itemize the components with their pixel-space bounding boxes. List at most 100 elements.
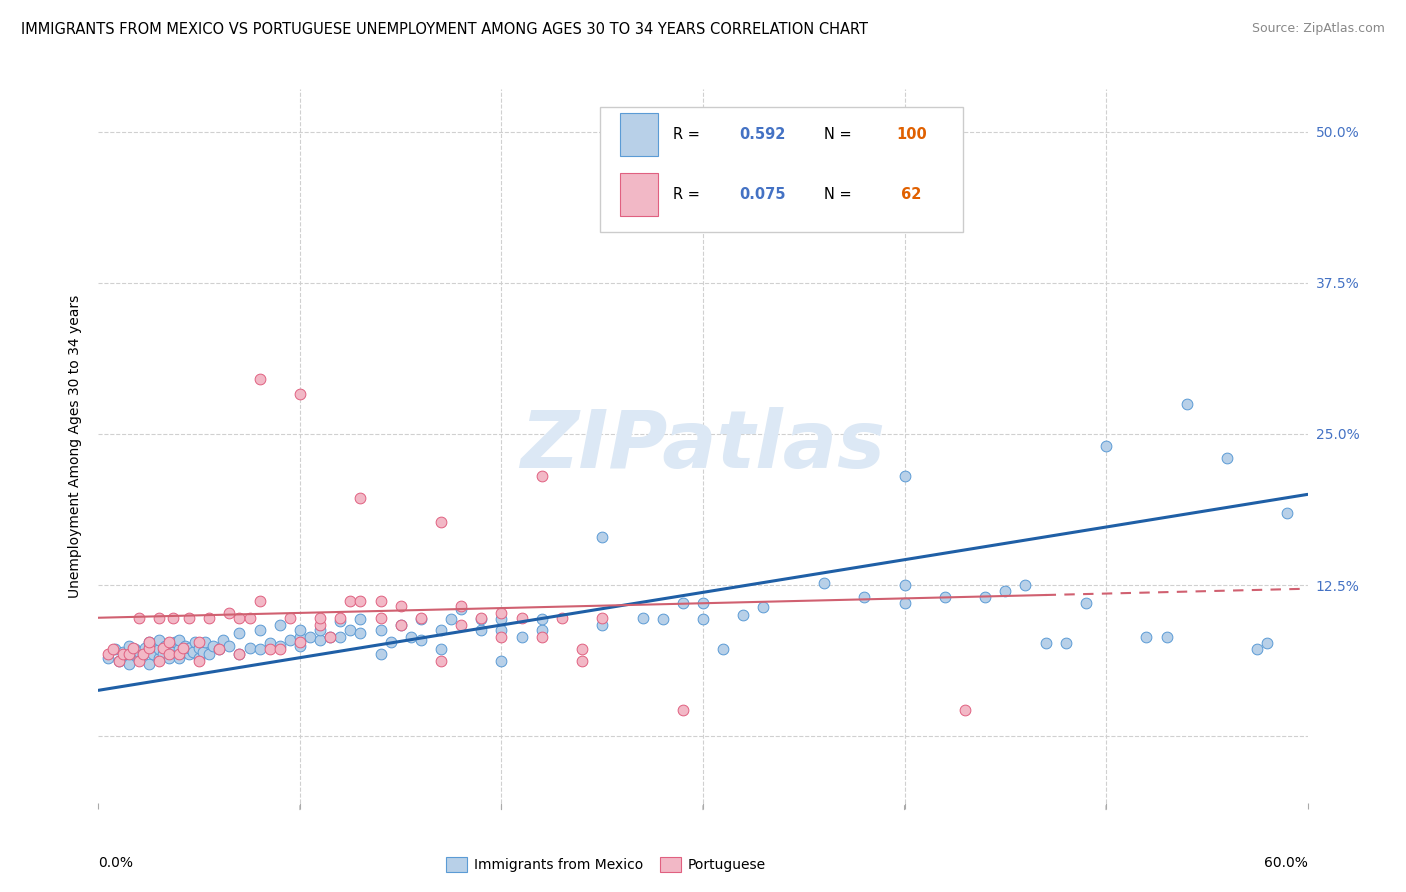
Point (430, 654, 453, 668)
Point (97, 647, 120, 661)
Point (103, 642, 125, 657)
Point (218, 639, 240, 653)
Text: 100: 100 (897, 127, 927, 142)
Point (249, 642, 271, 657)
Text: N =: N = (824, 127, 856, 142)
Point (711, 642, 734, 657)
FancyBboxPatch shape (620, 173, 658, 216)
Point (1095, 439, 1118, 453)
Point (111, 647, 134, 661)
Point (179, 611, 201, 625)
Point (319, 630, 342, 644)
Point (212, 632, 235, 647)
Point (370, 623, 392, 637)
Point (389, 599, 412, 613)
FancyBboxPatch shape (600, 107, 963, 232)
Point (157, 642, 180, 657)
Text: R =: R = (673, 127, 704, 142)
Point (118, 647, 141, 661)
Point (239, 640, 262, 655)
Point (339, 623, 361, 637)
Point (194, 635, 217, 649)
Point (288, 387, 311, 401)
Point (172, 640, 194, 655)
Point (179, 647, 201, 661)
Point (299, 630, 322, 644)
Point (128, 645, 150, 659)
Point (138, 642, 160, 657)
Point (491, 612, 513, 626)
Point (491, 654, 513, 668)
Point (440, 612, 463, 626)
Point (491, 606, 513, 620)
Point (470, 611, 492, 625)
Point (370, 611, 392, 625)
Point (349, 594, 371, 608)
Point (1035, 636, 1057, 650)
Point (1246, 642, 1268, 657)
Point (269, 639, 291, 653)
Point (167, 650, 190, 665)
Point (278, 632, 301, 647)
Point (510, 611, 533, 625)
Point (288, 630, 311, 644)
Text: IMMIGRANTS FROM MEXICO VS PORTUGUESE UNEMPLOYMENT AMONG AGES 30 TO 34 YEARS CORR: IMMIGRANTS FROM MEXICO VS PORTUGUESE UNE… (21, 22, 868, 37)
Point (491, 630, 513, 644)
Point (692, 612, 714, 626)
Point (198, 647, 221, 661)
Point (430, 515, 453, 529)
Point (329, 615, 352, 629)
Point (319, 630, 342, 644)
Text: 0.592: 0.592 (740, 127, 786, 142)
Point (128, 650, 150, 665)
Point (152, 640, 174, 655)
Point (239, 611, 262, 625)
Point (269, 618, 291, 632)
Point (551, 611, 574, 625)
Point (208, 642, 231, 657)
Point (953, 703, 976, 717)
Point (138, 635, 160, 649)
Point (132, 647, 155, 661)
Text: 0.0%: 0.0% (98, 855, 134, 870)
Point (114, 647, 136, 661)
Point (198, 611, 221, 625)
Point (329, 630, 352, 644)
Point (174, 639, 197, 653)
Point (893, 596, 915, 610)
Point (853, 590, 876, 604)
Point (188, 654, 211, 668)
Point (974, 590, 997, 604)
Point (309, 611, 332, 625)
Point (228, 647, 250, 661)
Point (349, 491, 371, 505)
Point (389, 618, 412, 632)
Point (1074, 596, 1097, 610)
Point (188, 640, 211, 655)
Point (591, 611, 613, 625)
Point (269, 642, 291, 657)
Point (530, 630, 553, 644)
Point (288, 639, 311, 653)
Point (672, 596, 695, 610)
Point (450, 602, 472, 616)
Point (752, 599, 775, 614)
Point (188, 650, 211, 665)
Point (288, 635, 311, 649)
Point (128, 654, 150, 668)
Point (193, 645, 215, 659)
Point (530, 469, 553, 483)
Point (1216, 451, 1239, 466)
Point (138, 635, 160, 649)
Text: 0.075: 0.075 (740, 187, 786, 202)
Point (148, 654, 170, 668)
Text: ZIPatlas: ZIPatlas (520, 407, 886, 485)
Point (118, 657, 141, 671)
Point (153, 639, 176, 653)
Point (1135, 630, 1157, 644)
Point (399, 630, 422, 644)
Point (813, 575, 835, 590)
Point (380, 635, 402, 649)
FancyBboxPatch shape (620, 112, 658, 155)
Point (893, 469, 915, 483)
